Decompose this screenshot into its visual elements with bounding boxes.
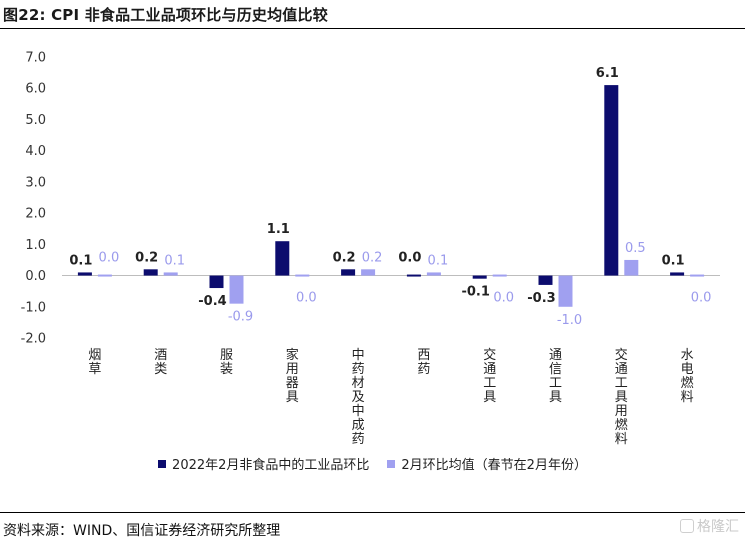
data-label-series1: 6.1	[596, 66, 619, 81]
category-label: 酒类	[154, 348, 167, 377]
legend-item-series1: 2022年2月非食品中的工业品环比	[158, 454, 369, 473]
bar-chart: 7.0 6.0 5.0 4.0 3.0 2.0 1.0 0.0 -1.0 -2.0 0.1 0.0 烟草…	[21, 51, 720, 447]
chart-legend: 2022年2月非食品中的工业品环比 2月环比均值（春节在2月年份）	[0, 454, 745, 473]
data-label-series1: 0.0	[398, 251, 421, 266]
data-label-series1: -0.3	[527, 291, 555, 306]
y-tick-label: 6.0	[25, 82, 46, 97]
category-label: 西药	[417, 348, 430, 377]
category-label: 交通工具	[483, 347, 496, 405]
legend-swatch-series1	[158, 459, 167, 468]
data-label-series2: 0.5	[625, 241, 646, 256]
y-tick-label: -1.0	[21, 300, 46, 315]
data-label-series2: 0.0	[493, 291, 514, 306]
legend-label-series1: 2022年2月非食品中的工业品环比	[172, 458, 370, 473]
data-label-series2: -1.0	[557, 313, 582, 328]
bar-series1	[604, 85, 619, 276]
data-label-series1: 1.1	[267, 222, 290, 237]
watermark-logo-icon	[680, 519, 694, 533]
bar-series2	[295, 274, 310, 277]
legend-label-series2: 2月环比均值（春节在2月年份）	[401, 458, 587, 473]
data-label-series2: -0.9	[228, 310, 253, 325]
bar-series1	[538, 275, 553, 285]
watermark: 格隆汇	[680, 516, 739, 536]
y-tick-label: 7.0	[25, 51, 46, 66]
category-label: 服装	[220, 348, 233, 377]
data-label-series2: 0.1	[164, 253, 185, 268]
y-tick-label: 0.0	[25, 269, 46, 284]
bar-series1	[77, 272, 92, 276]
data-label-series1: -0.4	[198, 294, 226, 309]
figure-title: 图22: CPI 非食品工业品项环比与历史均值比较	[3, 6, 328, 24]
data-label-series1: 0.2	[135, 250, 158, 265]
bar-series1	[143, 269, 158, 276]
bar-series2	[624, 259, 639, 276]
y-tick-label: 2.0	[25, 207, 46, 222]
category-label: 水电燃料	[681, 348, 694, 405]
category-label: 通信工具	[549, 348, 562, 405]
bar-series2	[163, 272, 178, 276]
y-tick-label: 4.0	[25, 144, 46, 159]
legend-swatch-series2	[387, 459, 396, 468]
bar-series2	[229, 275, 244, 304]
source-note: 资料来源：WIND、国信证券经济研究所整理	[3, 523, 281, 539]
bar-series2	[690, 274, 705, 277]
y-tick-label: 5.0	[25, 113, 46, 128]
top-rule	[0, 28, 745, 29]
category-label: 中药材及中成药	[352, 348, 365, 447]
bottom-rule	[0, 512, 745, 513]
data-label-series1: 0.1	[662, 253, 685, 268]
bar-series2	[558, 275, 573, 307]
bar-series1	[670, 272, 685, 276]
data-label-series1: -0.1	[461, 285, 489, 300]
category-label: 烟草	[88, 348, 101, 377]
y-tick-label: 1.0	[25, 238, 46, 253]
y-tick-label: 3.0	[25, 175, 46, 190]
data-label-series2: 0.1	[428, 253, 449, 268]
watermark-text: 格隆汇	[697, 519, 739, 535]
bar-series2	[97, 274, 112, 277]
bar-series2	[492, 274, 507, 277]
data-label-series2: 0.0	[296, 291, 317, 306]
bar-series1	[406, 274, 421, 277]
bar-series2	[426, 272, 441, 276]
bar-series2	[361, 269, 376, 276]
data-label-series2: 0.0	[99, 251, 120, 266]
bar-series1	[472, 275, 487, 279]
category-label: 家用器具	[286, 347, 299, 405]
data-label-series1: 0.1	[69, 253, 92, 268]
bar-series1	[209, 275, 224, 289]
data-label-series2: 0.0	[691, 291, 712, 306]
data-label-series2: 0.2	[362, 250, 383, 265]
category-label: 交通工具用燃料	[615, 347, 628, 447]
bar-series1	[341, 269, 356, 276]
bar-series1	[275, 241, 290, 276]
y-tick-label: -2.0	[21, 332, 46, 347]
legend-item-series2: 2月环比均值（春节在2月年份）	[387, 454, 587, 473]
data-label-series1: 0.2	[333, 250, 356, 265]
